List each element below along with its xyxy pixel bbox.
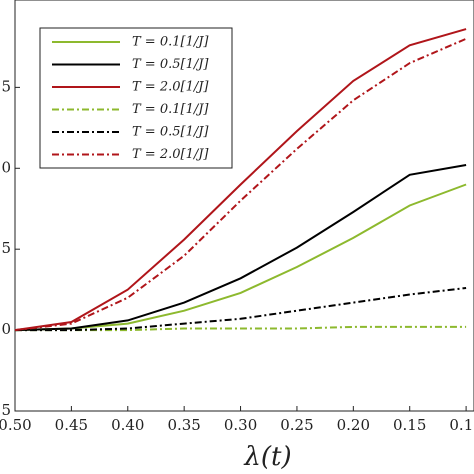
series-line (14, 28, 467, 332)
series-line (15, 287, 467, 332)
y-tick-label: 5 (1, 77, 11, 95)
x-tick-label: 0.50 (0, 416, 32, 434)
x-tick-label: 0.15 (393, 416, 426, 434)
y-tick-label: 5 (1, 239, 11, 257)
legend-label: T = 0.5[1/J] (132, 57, 209, 72)
series-line (14, 183, 467, 332)
x-tick-label: 0.30 (224, 416, 257, 434)
legend-label: T = 2.0[1/J] (132, 80, 209, 95)
legend-label: T = 0.1[1/J] (132, 35, 209, 50)
x-tick-label: 0.20 (337, 416, 370, 434)
legend-label: T = 0.5[1/J] (132, 125, 209, 140)
x-tick-label: 0.40 (111, 416, 144, 434)
y-tick-label: 0 (1, 320, 11, 338)
plot-frame (14, 0, 474, 412)
x-tick-label: 0.10 (449, 416, 474, 434)
x-tick-label: 0.25 (280, 416, 313, 434)
legend-label: T = 2.0[1/J] (132, 147, 209, 162)
x-tick-label: 0.45 (55, 416, 88, 434)
x-axis-label: λ(t) (243, 442, 291, 472)
y-tick-label: 5 (1, 401, 11, 419)
legend-box (39, 27, 233, 169)
series-line (14, 37, 467, 332)
x-tick-label: 0.35 (167, 416, 200, 434)
series-line (14, 164, 467, 332)
legend-label: T = 0.1[1/J] (132, 102, 209, 117)
y-tick-label: 0 (1, 158, 11, 176)
